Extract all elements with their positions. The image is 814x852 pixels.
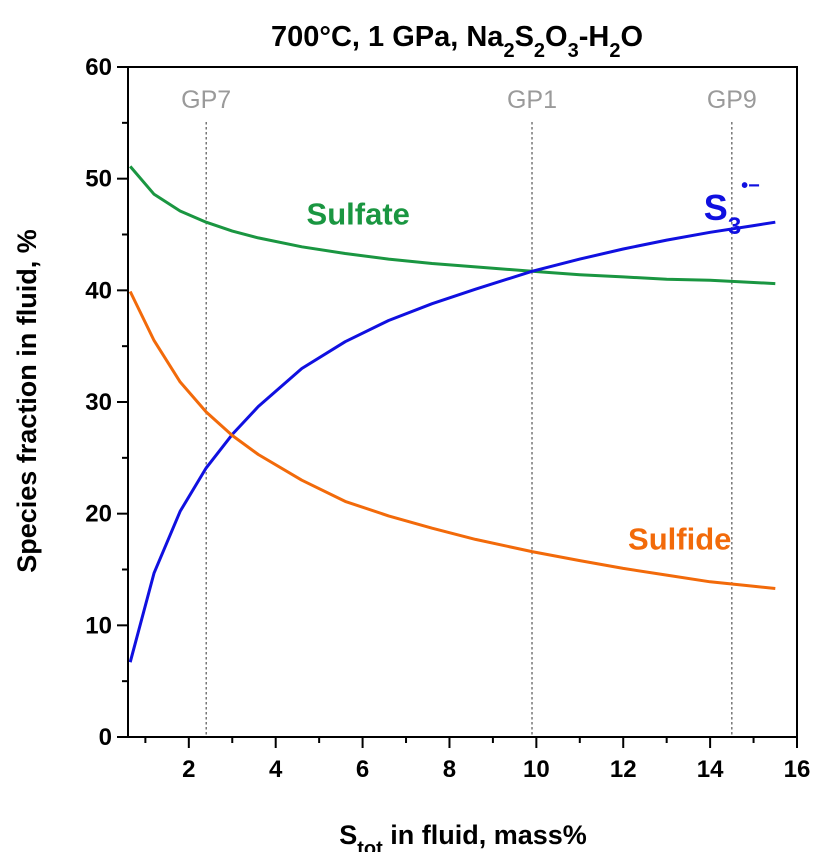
x-tick-label: 8 <box>443 756 456 783</box>
chart-title-part: -H <box>579 21 610 53</box>
x-axis-label-main: S <box>339 820 357 850</box>
chart-title-part: S <box>515 21 534 53</box>
series-label-text: Sulfate <box>307 196 410 231</box>
x-tick-label: 6 <box>356 756 369 783</box>
y-tick-label: 60 <box>85 54 112 81</box>
series-label-s3: S3•− <box>704 175 760 240</box>
reference-label-gp7: GP7 <box>181 86 231 114</box>
y-tick-label: 0 <box>99 724 112 751</box>
chart-title-part: 2 <box>609 40 620 62</box>
y-tick-label: 30 <box>85 389 112 416</box>
x-tick-label: 14 <box>697 756 724 783</box>
x-tick-label: 4 <box>269 756 283 783</box>
chart-title-part: 2 <box>503 40 514 62</box>
x-axis: 2 4 6 8 10 12 14 16 <box>144 737 811 783</box>
chart-title-part: 3 <box>568 40 579 62</box>
reference-lines: GP7 GP1 GP9 <box>181 86 757 737</box>
chart-title-part: O <box>545 21 568 53</box>
series-label-sulfate: Sulfate <box>307 196 410 231</box>
x-tick-label: 10 <box>523 756 550 783</box>
series-label-text: Sulfide <box>628 521 731 556</box>
plot-frame <box>127 66 798 738</box>
x-tick-label: 16 <box>784 756 811 783</box>
y-tick-label: 40 <box>85 277 112 304</box>
y-axis: 0 10 20 30 40 50 60 <box>85 54 128 751</box>
series-line-sulfate <box>129 165 776 286</box>
series-labels: Sulfate S3•− Sulfide <box>307 175 760 556</box>
chart-title-prefix: 700°C, 1 GPa, Na <box>271 21 504 53</box>
y-tick-label: 20 <box>85 501 112 528</box>
x-tick-label: 12 <box>610 756 637 783</box>
x-tick-label: 2 <box>182 756 195 783</box>
chart-title-part: O <box>620 21 643 53</box>
x-axis-label: Stot in fluid, mass% <box>339 820 587 852</box>
series-lines <box>128 165 776 663</box>
reference-label-gp1: GP1 <box>507 86 557 114</box>
y-tick-label: 50 <box>85 166 112 193</box>
x-axis-label-rest: in fluid, mass% <box>383 820 587 850</box>
chart-title-part: 2 <box>534 40 545 62</box>
series-line-s3 <box>128 220 776 663</box>
y-axis-label: Species fraction in fluid, % <box>12 229 42 573</box>
chart-title: 700°C, 1 GPa, Na2S2O3-H2O <box>271 21 643 62</box>
series-label-superscript: •− <box>741 175 760 197</box>
x-axis-label-sub: tot <box>357 838 383 852</box>
series-label-text: S <box>704 187 728 228</box>
y-tick-label: 10 <box>85 612 112 639</box>
series-line-sulfide <box>128 290 776 590</box>
series-label-subscript: 3 <box>728 212 741 239</box>
series-label-sulfide: Sulfide <box>628 521 731 556</box>
reference-label-gp9: GP9 <box>707 86 757 114</box>
